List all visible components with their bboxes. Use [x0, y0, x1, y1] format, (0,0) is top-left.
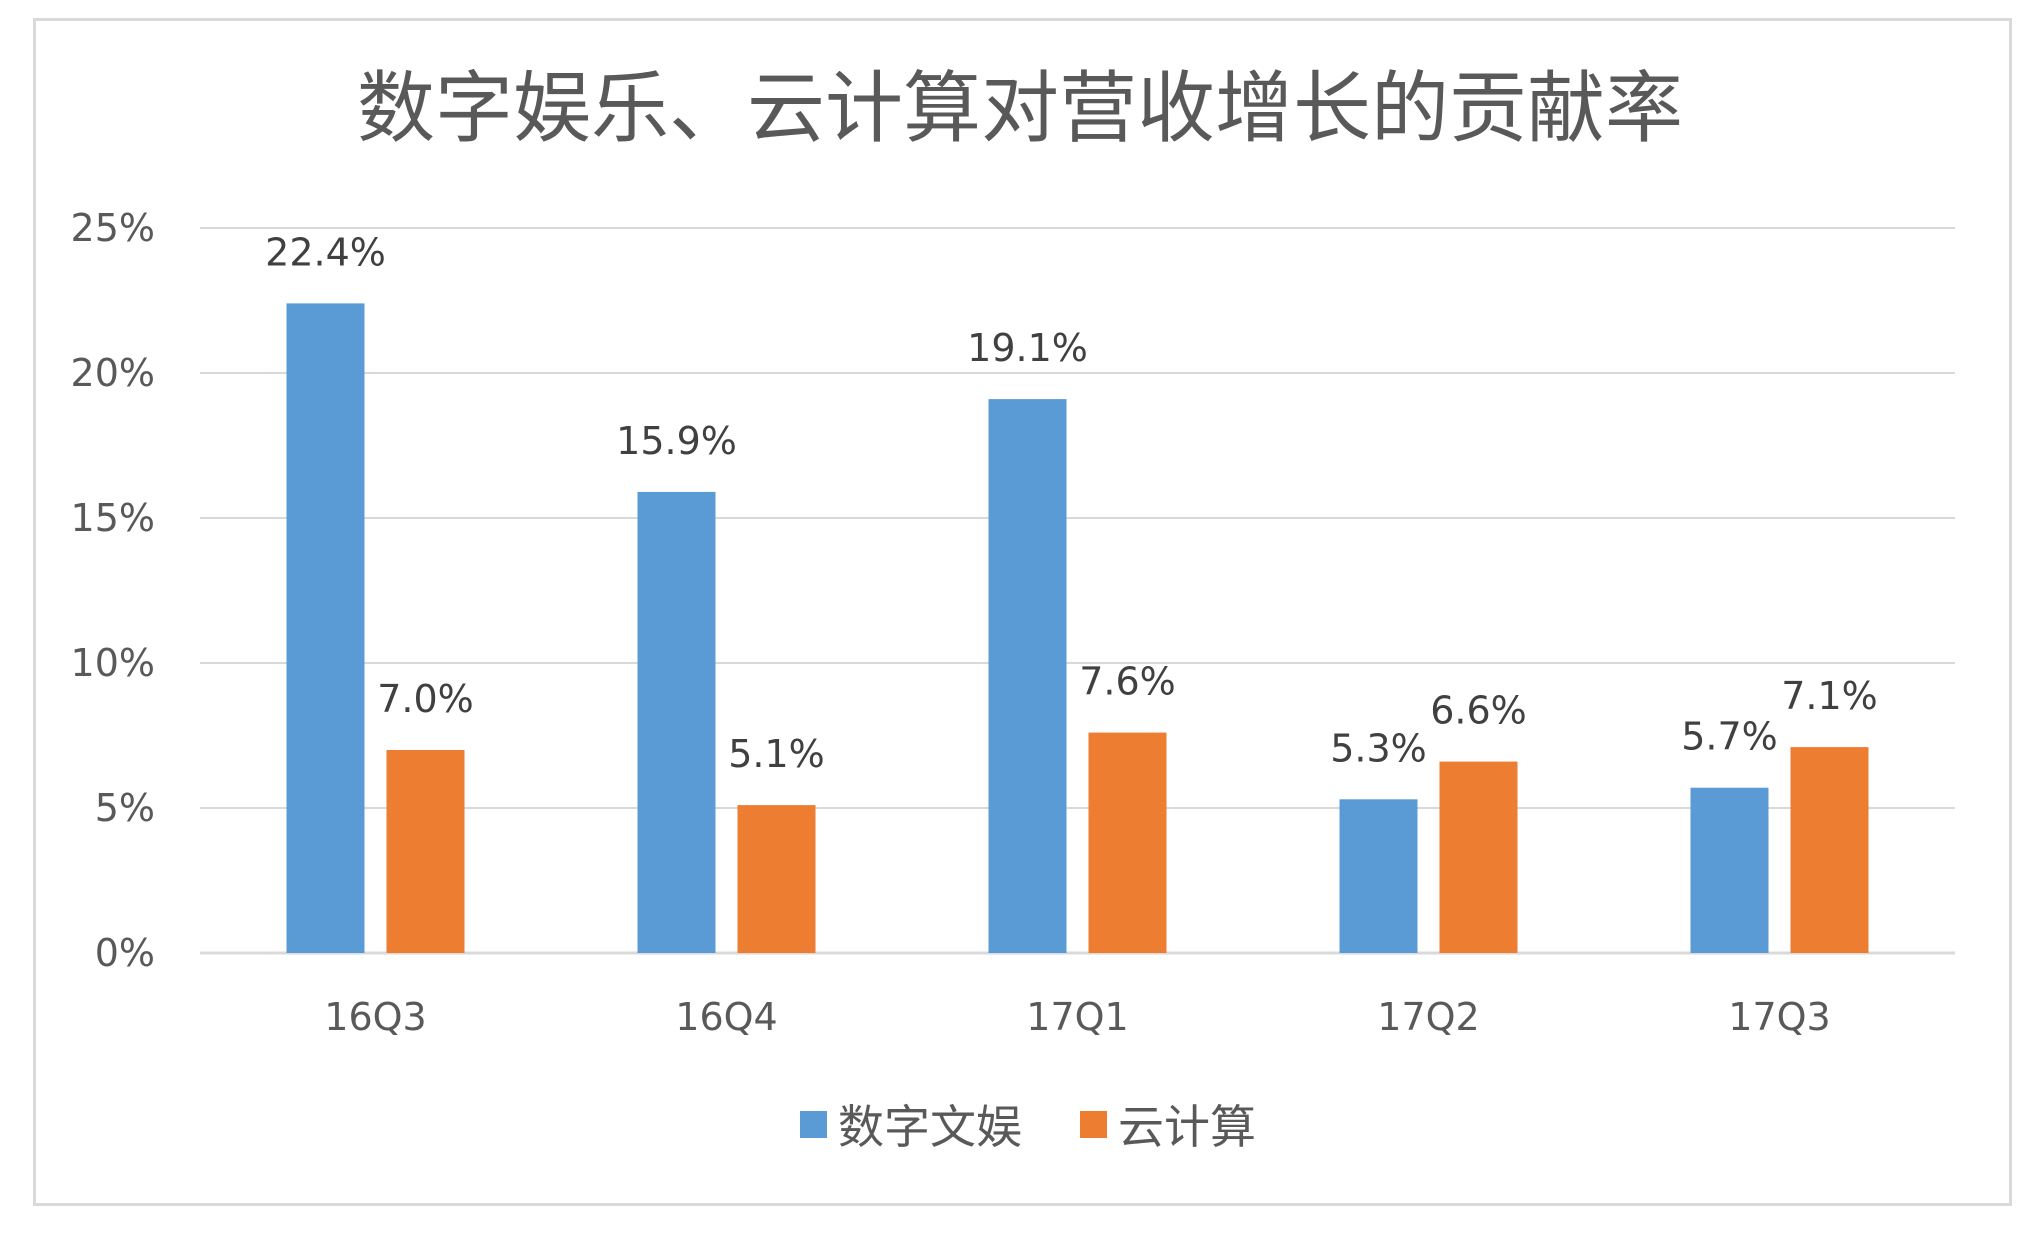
y-axis-ticks: 0% 5% 10% 15% 20% 25% [71, 206, 155, 975]
bar-value-label: 5.3% [1330, 726, 1427, 770]
x-tick-label: 16Q4 [675, 995, 777, 1039]
legend-swatch [800, 1111, 827, 1138]
y-tick-label: 0% [95, 931, 155, 975]
y-tick-label: 20% [71, 351, 155, 395]
gridlines [200, 227, 1955, 955]
bar [1439, 761, 1518, 953]
x-tick-label: 17Q3 [1728, 995, 1830, 1039]
bar [1339, 799, 1418, 953]
bar-value-label: 22.4% [265, 230, 386, 274]
bar-value-label: 6.6% [1430, 689, 1527, 733]
bar [1088, 732, 1167, 953]
y-tick-label: 5% [95, 786, 155, 830]
bar-value-label: 7.6% [1079, 660, 1176, 704]
legend: 数字文娱 云计算 [800, 1100, 1256, 1154]
x-axis-ticks: 16Q3 16Q4 17Q1 17Q2 17Q3 [324, 995, 1830, 1039]
y-tick-label: 10% [71, 641, 155, 685]
y-tick-label: 15% [71, 496, 155, 540]
bar [286, 303, 365, 953]
bar [386, 750, 465, 953]
legend-swatch [1080, 1111, 1107, 1138]
data-labels: 22.4% 7.0% 15.9% 5.1% 19.1% 7.6% 5.3%6.6% 5.7%7… [265, 230, 1878, 776]
bar-value-label: 19.1% [967, 326, 1088, 370]
bar-value-label: 5.1% [728, 732, 825, 776]
bar [1790, 747, 1869, 953]
bars [286, 303, 1869, 954]
x-tick-label: 16Q3 [324, 995, 426, 1039]
bar-value-label: 7.1% [1781, 674, 1878, 718]
legend-label: 云计算 [1118, 1100, 1256, 1154]
y-tick-label: 25% [71, 206, 155, 250]
bar [988, 399, 1067, 954]
chart-title: 数字娱乐、云计算对营收增长的贡献率 [357, 64, 1683, 154]
bar-value-label: 7.0% [377, 677, 474, 721]
legend-label: 数字文娱 [838, 1100, 1022, 1154]
bar [637, 491, 716, 953]
x-tick-label: 17Q2 [1377, 995, 1479, 1039]
bar [737, 805, 816, 953]
bar-value-label: 15.9% [616, 419, 737, 463]
bar-value-label: 5.7% [1681, 715, 1778, 759]
x-tick-label: 17Q1 [1026, 995, 1128, 1039]
bar [1690, 787, 1769, 953]
